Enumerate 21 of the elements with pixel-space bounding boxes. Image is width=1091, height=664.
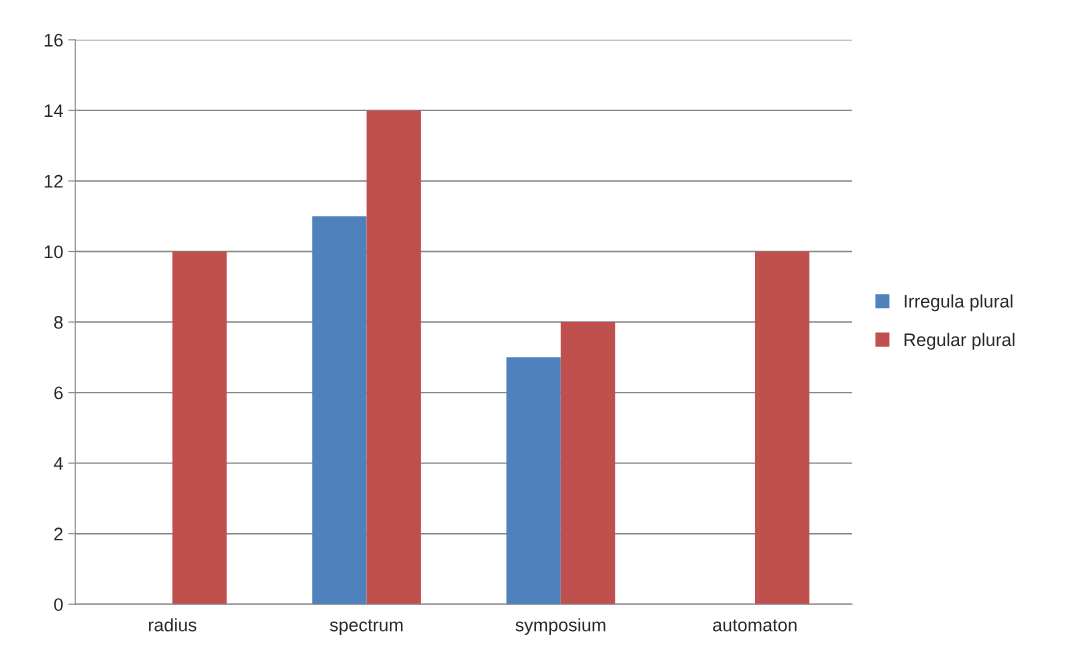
y-tick-label: 0 <box>54 598 63 611</box>
x-tick-label: radius <box>148 618 197 632</box>
bar <box>560 322 616 605</box>
x-tick-label: automaton <box>713 619 797 632</box>
x-tick-label: symposium <box>515 618 606 635</box>
y-tick-label: 8 <box>54 315 63 329</box>
y-tick-label: 12 <box>44 174 63 188</box>
bar <box>754 251 810 605</box>
y-tick-label: 4 <box>53 457 63 470</box>
y-tick-label: 6 <box>54 386 63 400</box>
bar <box>172 251 227 605</box>
y-tick-label: 14 <box>44 104 63 117</box>
x-tick-label: spectrum <box>329 619 403 635</box>
y-tick-label: 10 <box>44 245 63 259</box>
bar <box>312 216 367 605</box>
bar <box>366 110 421 605</box>
bar <box>506 357 561 605</box>
y-tick-label: 16 <box>44 33 63 47</box>
y-tick-label: 2 <box>54 527 63 541</box>
legend-label: Irregula plural <box>904 294 1013 312</box>
legend-label: Regular plural <box>904 332 1015 350</box>
